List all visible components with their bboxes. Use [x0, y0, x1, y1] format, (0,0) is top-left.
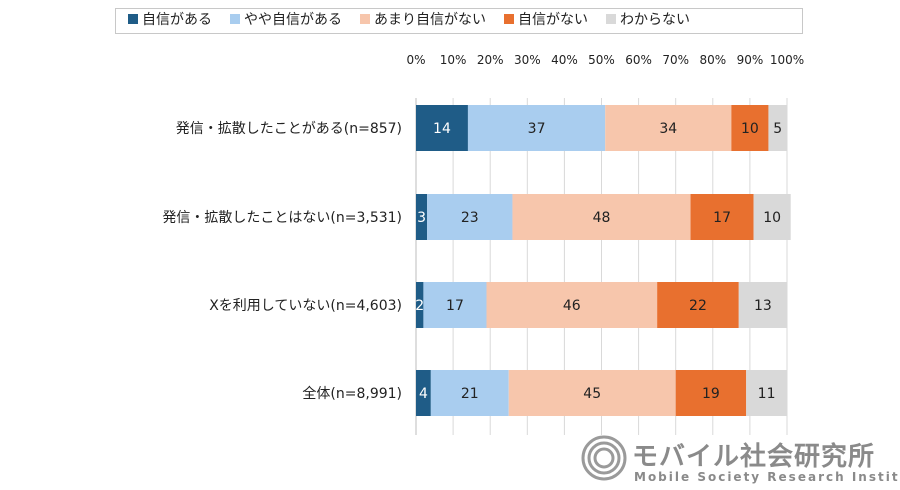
logo-subtitle: Mobile Society Research Institute — [634, 470, 900, 484]
legend-label-2: あまり自信がない — [374, 12, 486, 28]
bar-segment-1-1 — [427, 194, 513, 240]
category-labels: 発信・拡散したことがある(n=857) 発信・拡散したことはない(n=3,531)… — [162, 121, 402, 402]
bar-segment-3-0 — [416, 370, 431, 416]
bar-segment-1-4 — [753, 194, 791, 240]
bar-value-label-3-3: 19 — [702, 386, 720, 402]
bar-value-label-3-2: 45 — [583, 386, 601, 402]
bar-segment-0-2 — [605, 105, 732, 151]
bar-value-label-0-3: 10 — [741, 121, 759, 137]
x-tick-label-5: 50% — [588, 53, 615, 67]
bar-segment-2-2 — [486, 282, 658, 328]
bar-value-label-2-0: 2 — [415, 298, 424, 314]
logo: モバイル社会研究所 Mobile Society Research Instit… — [580, 434, 900, 490]
bars: 14 37 34 10 5 3 23 48 17 10 2 17 46 22 13 4 21 45 19 11 — [415, 105, 791, 416]
bar-value-label-0-1: 37 — [528, 121, 546, 137]
logo-mark-icon — [581, 435, 627, 481]
x-tick-label-2: 20% — [477, 53, 504, 67]
bar-value-label-3-0: 4 — [419, 386, 428, 402]
legend-swatch-2 — [360, 14, 370, 24]
legend-swatch-0 — [128, 14, 138, 24]
bar-value-label-0-4: 5 — [773, 121, 782, 137]
bar-segment-2-4 — [738, 282, 787, 328]
bar-segment-3-2 — [508, 370, 676, 416]
bar-segment-1-2 — [512, 194, 691, 240]
category-label-1: 発信・拡散したことはない(n=3,531) — [162, 210, 402, 226]
bar-value-label-0-2: 34 — [659, 121, 677, 137]
x-tick-label-6: 60% — [625, 53, 652, 67]
bar-value-label-0-0: 14 — [433, 121, 451, 137]
bar-segment-0-0 — [416, 105, 468, 151]
bar-value-label-2-4: 13 — [754, 298, 772, 314]
bar-segment-1-0 — [416, 194, 428, 240]
bar-value-label-1-2: 48 — [593, 210, 611, 226]
bar-segment-2-0 — [416, 282, 424, 328]
bar-segment-3-4 — [746, 370, 787, 416]
bar-segment-2-1 — [423, 282, 487, 328]
bar-value-label-3-1: 21 — [461, 386, 479, 402]
legend: 自信がある やや自信がある あまり自信がない 自信がない わからない — [128, 12, 690, 28]
x-tick-label-0: 0% — [406, 53, 425, 67]
x-tick-label-10: 100% — [770, 53, 804, 67]
bar-value-label-2-2: 46 — [563, 298, 581, 314]
bar-segment-3-1 — [430, 370, 509, 416]
bar-value-label-1-0: 3 — [417, 210, 426, 226]
bar-value-label-1-4: 10 — [763, 210, 781, 226]
bar-value-label-2-3: 22 — [689, 298, 707, 314]
legend-swatch-3 — [504, 14, 514, 24]
legend-swatch-1 — [230, 14, 240, 24]
legend-label-0: 自信がある — [142, 12, 212, 28]
logo-name: モバイル社会研究所 — [632, 442, 876, 472]
bar-segment-1-3 — [690, 194, 754, 240]
x-tick-label-1: 10% — [440, 53, 467, 67]
legend-frame — [115, 8, 803, 34]
category-label-3: 全体(n=8,991) — [302, 385, 402, 402]
legend-label-1: やや自信がある — [244, 12, 342, 28]
bar-segment-0-4 — [768, 105, 787, 151]
legend-label-4: わからない — [620, 12, 690, 28]
legend-label-3: 自信がない — [518, 12, 588, 28]
bar-value-label-2-1: 17 — [446, 298, 464, 314]
x-axis-ticks: 0% 10% 20% 30% 40% 50% 60% 70% 80% 90% 100% — [406, 53, 804, 67]
bar-value-label-1-1: 23 — [461, 210, 479, 226]
legend-swatch-4 — [606, 14, 616, 24]
x-tick-label-4: 40% — [551, 53, 578, 67]
category-label-2: Xを利用していない(n=4,603) — [209, 298, 402, 314]
bar-value-label-1-3: 17 — [713, 210, 731, 226]
bar-value-label-3-4: 11 — [758, 386, 776, 402]
x-tick-label-3: 30% — [514, 53, 541, 67]
bar-segment-3-3 — [675, 370, 747, 416]
bar-segment-0-1 — [467, 105, 606, 151]
bar-segment-0-3 — [731, 105, 769, 151]
x-tick-label-9: 90% — [737, 53, 764, 67]
x-tick-label-8: 80% — [699, 53, 726, 67]
x-tick-label-7: 70% — [662, 53, 689, 67]
category-label-0: 発信・拡散したことがある(n=857) — [176, 121, 402, 137]
bar-segment-2-3 — [657, 282, 739, 328]
